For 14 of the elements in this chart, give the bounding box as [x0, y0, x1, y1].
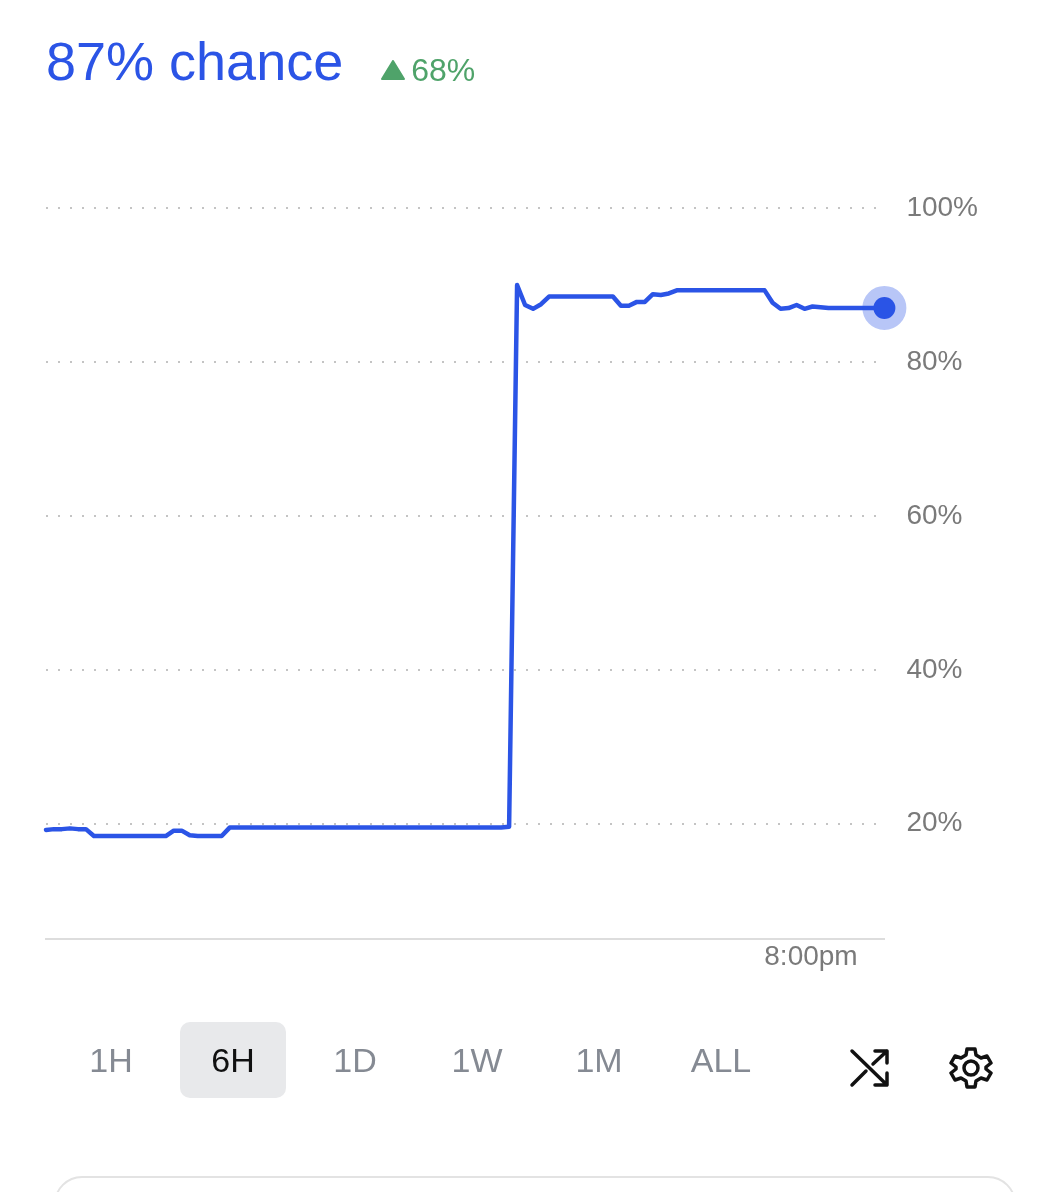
chart-subtitle: 68% [411, 51, 476, 89]
y-tick-label: 60% [906, 498, 963, 530]
y-tick-label: 100% [906, 190, 979, 222]
text: 1W [450, 1039, 504, 1081]
y-tick-label: 20% [906, 806, 963, 838]
text: ALL [689, 1039, 753, 1081]
y-tick-label: 80% [906, 344, 963, 376]
text: 1H [88, 1039, 134, 1081]
text: 6H [180, 1022, 286, 1098]
y-tick-label: 40% [906, 652, 963, 684]
text: 8:00pm [763, 940, 859, 972]
text: 1D [332, 1039, 378, 1081]
chart-title: 87% chance [46, 30, 344, 92]
text: 1M [574, 1039, 624, 1081]
